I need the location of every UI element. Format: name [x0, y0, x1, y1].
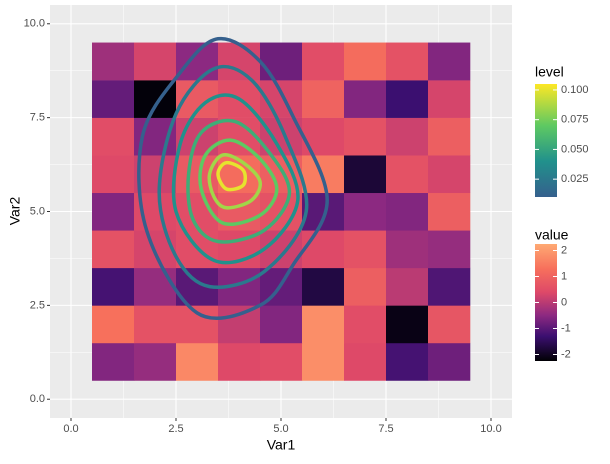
- contour-line: [137, 36, 329, 321]
- legend-label: -1: [561, 322, 571, 334]
- legend-label: 2: [561, 244, 567, 256]
- tile: [92, 192, 135, 231]
- colorbar: [535, 84, 557, 197]
- y-tick-label: 5.0: [30, 205, 45, 217]
- tile: [92, 230, 135, 269]
- tile: [176, 342, 219, 381]
- contour-line: [198, 138, 279, 226]
- y-tick-label: 7.5: [30, 112, 45, 124]
- tile: [302, 42, 345, 81]
- tile: [428, 342, 471, 381]
- tile: [344, 192, 387, 231]
- tile: [428, 42, 471, 81]
- legend-label: 0.075: [561, 114, 589, 126]
- tile: [386, 342, 429, 381]
- tile: [260, 342, 303, 381]
- tile: [176, 42, 219, 81]
- contour-line: [157, 64, 309, 289]
- tile: [428, 80, 471, 118]
- tile: [386, 155, 429, 194]
- y-tick-label: 10.0: [24, 18, 45, 30]
- legend-label: 0.100: [561, 84, 589, 96]
- legend-label: 0.050: [561, 143, 589, 155]
- tile: [134, 267, 177, 306]
- legend-label: 0.025: [561, 173, 589, 185]
- tile: [344, 342, 387, 381]
- tile: [344, 80, 387, 118]
- tile: [428, 267, 471, 306]
- tile: [134, 155, 177, 194]
- tile: [218, 305, 261, 344]
- tile: [344, 117, 387, 156]
- tile: [344, 155, 387, 194]
- tile: [92, 155, 135, 194]
- tile: [302, 342, 345, 381]
- tile: [302, 305, 345, 344]
- tile: [92, 305, 135, 344]
- legend-label: 0: [561, 296, 567, 308]
- legend-title: value: [535, 227, 569, 243]
- tile: [428, 305, 471, 344]
- tile: [386, 305, 429, 344]
- tile: [386, 267, 429, 306]
- contour-line: [186, 118, 292, 244]
- y-axis-title: Var2: [7, 197, 23, 226]
- x-tick-label: 7.5: [378, 423, 393, 435]
- x-tick-label: 0.0: [63, 423, 78, 435]
- tile: [428, 117, 471, 156]
- tile: [260, 305, 303, 344]
- tile: [386, 42, 429, 81]
- tile: [386, 192, 429, 231]
- x-axis-title: Var1: [267, 437, 296, 453]
- tile: [344, 230, 387, 269]
- tile: [260, 42, 303, 81]
- tile: [92, 342, 135, 381]
- tile: [428, 192, 471, 231]
- tile: [92, 42, 135, 81]
- legend-label: 1: [561, 270, 567, 282]
- tile: [344, 305, 387, 344]
- tile: [428, 230, 471, 269]
- tile: [92, 267, 135, 306]
- tile: [134, 342, 177, 381]
- x-tick-label: 5.0: [273, 423, 288, 435]
- tile: [92, 80, 135, 118]
- tile: [386, 80, 429, 118]
- colorbar: [535, 244, 557, 361]
- contour-line: [216, 160, 248, 192]
- legend-label: -2: [561, 348, 571, 360]
- tile: [92, 117, 135, 156]
- legend-title: level: [535, 64, 564, 80]
- tile: [134, 305, 177, 344]
- tile: [344, 42, 387, 81]
- tile: [386, 117, 429, 156]
- tile: [344, 267, 387, 306]
- tile: [428, 155, 471, 194]
- tile: [218, 342, 261, 381]
- x-tick-label: 2.5: [168, 423, 183, 435]
- tile: [386, 230, 429, 269]
- tile: [302, 192, 345, 231]
- tile: [302, 230, 345, 269]
- tile: [302, 80, 345, 118]
- tile: [134, 42, 177, 81]
- contour-line: [171, 93, 300, 265]
- x-tick-label: 10.0: [480, 423, 501, 435]
- y-tick-label: 2.5: [30, 299, 45, 311]
- tile: [302, 267, 345, 306]
- y-tick-label: 0.0: [30, 393, 45, 405]
- contour-line: [207, 153, 263, 210]
- tile: [218, 42, 261, 81]
